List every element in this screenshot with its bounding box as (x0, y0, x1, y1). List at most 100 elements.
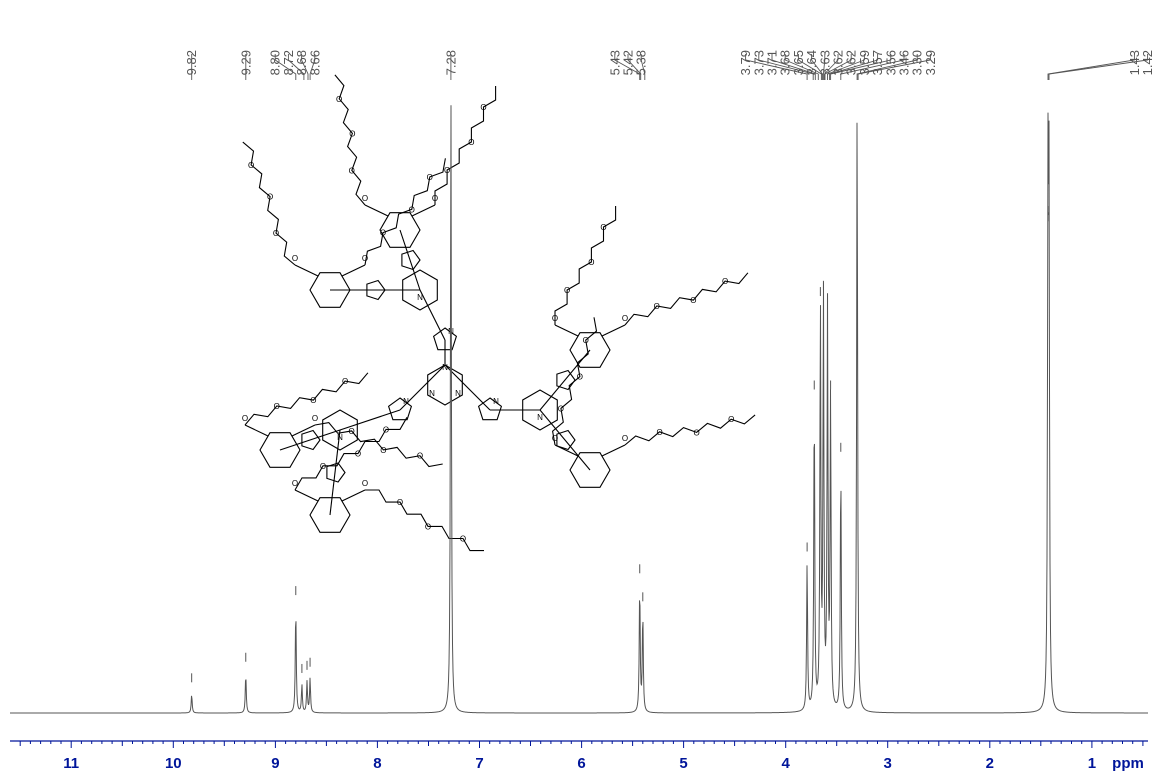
peg-chain (624, 272, 749, 326)
triazole-ring (326, 462, 346, 483)
benzene-ring (309, 272, 351, 308)
ester-oxygen-atom: O (622, 314, 628, 323)
peg-chain (334, 74, 366, 206)
central-triazine-ring (427, 364, 463, 406)
benzene-ring (569, 332, 611, 368)
peg-chain (552, 317, 598, 446)
pyridine-nitrogen-atom: N (537, 413, 543, 422)
x-tick-label: 3 (884, 755, 892, 772)
peak-label: 3.64 (804, 50, 819, 75)
peak-label: 3.59 (857, 50, 872, 75)
ester-oxygen-atom: O (552, 434, 558, 443)
structure-bond (411, 204, 436, 217)
triazole-ring (401, 249, 421, 271)
structure-bond (399, 364, 446, 411)
peak-label-leader (745, 54, 808, 80)
spectrum-trace (10, 105, 1148, 714)
triazole-ring (366, 279, 386, 301)
x-tick-label: 6 (577, 755, 585, 772)
peak-label-leader (827, 54, 865, 80)
peg-chain (294, 417, 408, 491)
peak-label-leader (857, 54, 931, 80)
structure-bond (444, 364, 491, 411)
structure-bond (341, 264, 366, 277)
peak-label: 3.73 (751, 50, 766, 75)
peak-label-leader (1048, 54, 1149, 80)
peak-label: 5.43 (607, 50, 622, 75)
structure-bond (341, 489, 366, 502)
peak-label-leader (830, 54, 892, 80)
peak-label: 1.43 (1127, 50, 1142, 75)
structure-bond (329, 429, 341, 516)
peak-label: 3.71 (765, 50, 780, 75)
benzene-ring (309, 497, 351, 533)
x-tick-label: 4 (782, 755, 791, 772)
ppm-axis: 11 10 9 8 7 6 5 4 3 2 1 ppm (10, 740, 1148, 772)
peak-label: 3.68 (778, 50, 793, 75)
peak-label-leader (811, 54, 823, 80)
structure-bond (339, 409, 401, 431)
structure-bond (601, 444, 626, 457)
ester-oxygen-atom: O (312, 414, 318, 423)
peg-chain (434, 86, 497, 205)
peg-chain (624, 414, 756, 446)
peak-label: 3.29 (923, 50, 938, 75)
triazole-ring (432, 327, 458, 351)
peg-chain (314, 422, 443, 468)
triazine-nitrogen-atom: N (429, 389, 435, 398)
peak-label-leader (301, 54, 309, 80)
structure-bond (601, 324, 626, 337)
triazine-nitrogen-atom: N (442, 363, 448, 372)
peak-label-leader (1047, 54, 1135, 80)
spectrum-layer (10, 105, 1148, 714)
pyridine-nitrogen-atom: N (337, 433, 343, 442)
peak-label: 3.65 (791, 50, 806, 75)
benzene-ring (259, 432, 301, 468)
structure-bond (294, 489, 319, 502)
peak-label-leader (829, 54, 879, 80)
x-tick-label: 2 (986, 755, 994, 772)
peak-label-leader (627, 54, 642, 80)
x-tick-label: 11 (63, 755, 79, 772)
peg-chain (365, 489, 484, 552)
ester-oxygen-atom: O (622, 434, 628, 443)
ester-oxygen-atom: O (292, 479, 298, 488)
ester-oxygen-atom: O (242, 414, 248, 423)
peg-chain (242, 141, 296, 266)
x-tick-label: 9 (271, 755, 279, 772)
triazole-ring (556, 429, 576, 451)
peak-label-leader (797, 54, 822, 80)
peak-label: 8.80 (268, 50, 283, 75)
peak-label-leader (824, 54, 839, 80)
x-tick-label: 8 (373, 755, 381, 772)
triazole-ring (477, 397, 503, 421)
ester-oxygen-atom: O (292, 254, 298, 263)
pyridine-ring (322, 409, 358, 451)
triazole-nitrogen-atom: N (403, 397, 409, 406)
peak-label-leader (822, 54, 826, 80)
x-axis-unit-label: ppm (1112, 755, 1144, 772)
peak-label-leader (840, 54, 905, 80)
x-tick-label: 1 (1088, 755, 1096, 772)
peak-label-leader (824, 54, 852, 80)
peak-label-leader (640, 54, 646, 80)
ester-oxygen-atom: O (362, 479, 368, 488)
ester-oxygen-atom: O (362, 254, 368, 263)
structure-bond (399, 229, 421, 291)
peak-label-leader (784, 54, 819, 80)
structure-bond (291, 424, 316, 437)
peg-chain (554, 206, 617, 325)
ester-oxygen-atom: O (362, 194, 368, 203)
x-tick-label: 5 (679, 755, 687, 772)
triazole-nitrogen-atom: N (493, 397, 499, 406)
triazine-nitrogen-atom: N (455, 389, 461, 398)
peak-label: 8.66 (307, 50, 322, 75)
structure-bond (419, 289, 446, 341)
pyridine-ring (522, 389, 558, 431)
structure-bond (554, 444, 579, 457)
peg-chain (364, 158, 446, 266)
triazole-ring (301, 429, 321, 451)
peak-label: 5.38 (634, 50, 649, 75)
peak-label-leader (309, 54, 316, 80)
peak-label-layer: 9.82 9.29 8.808.728.688.66 7.28 5.435.425.38… (184, 50, 1155, 80)
